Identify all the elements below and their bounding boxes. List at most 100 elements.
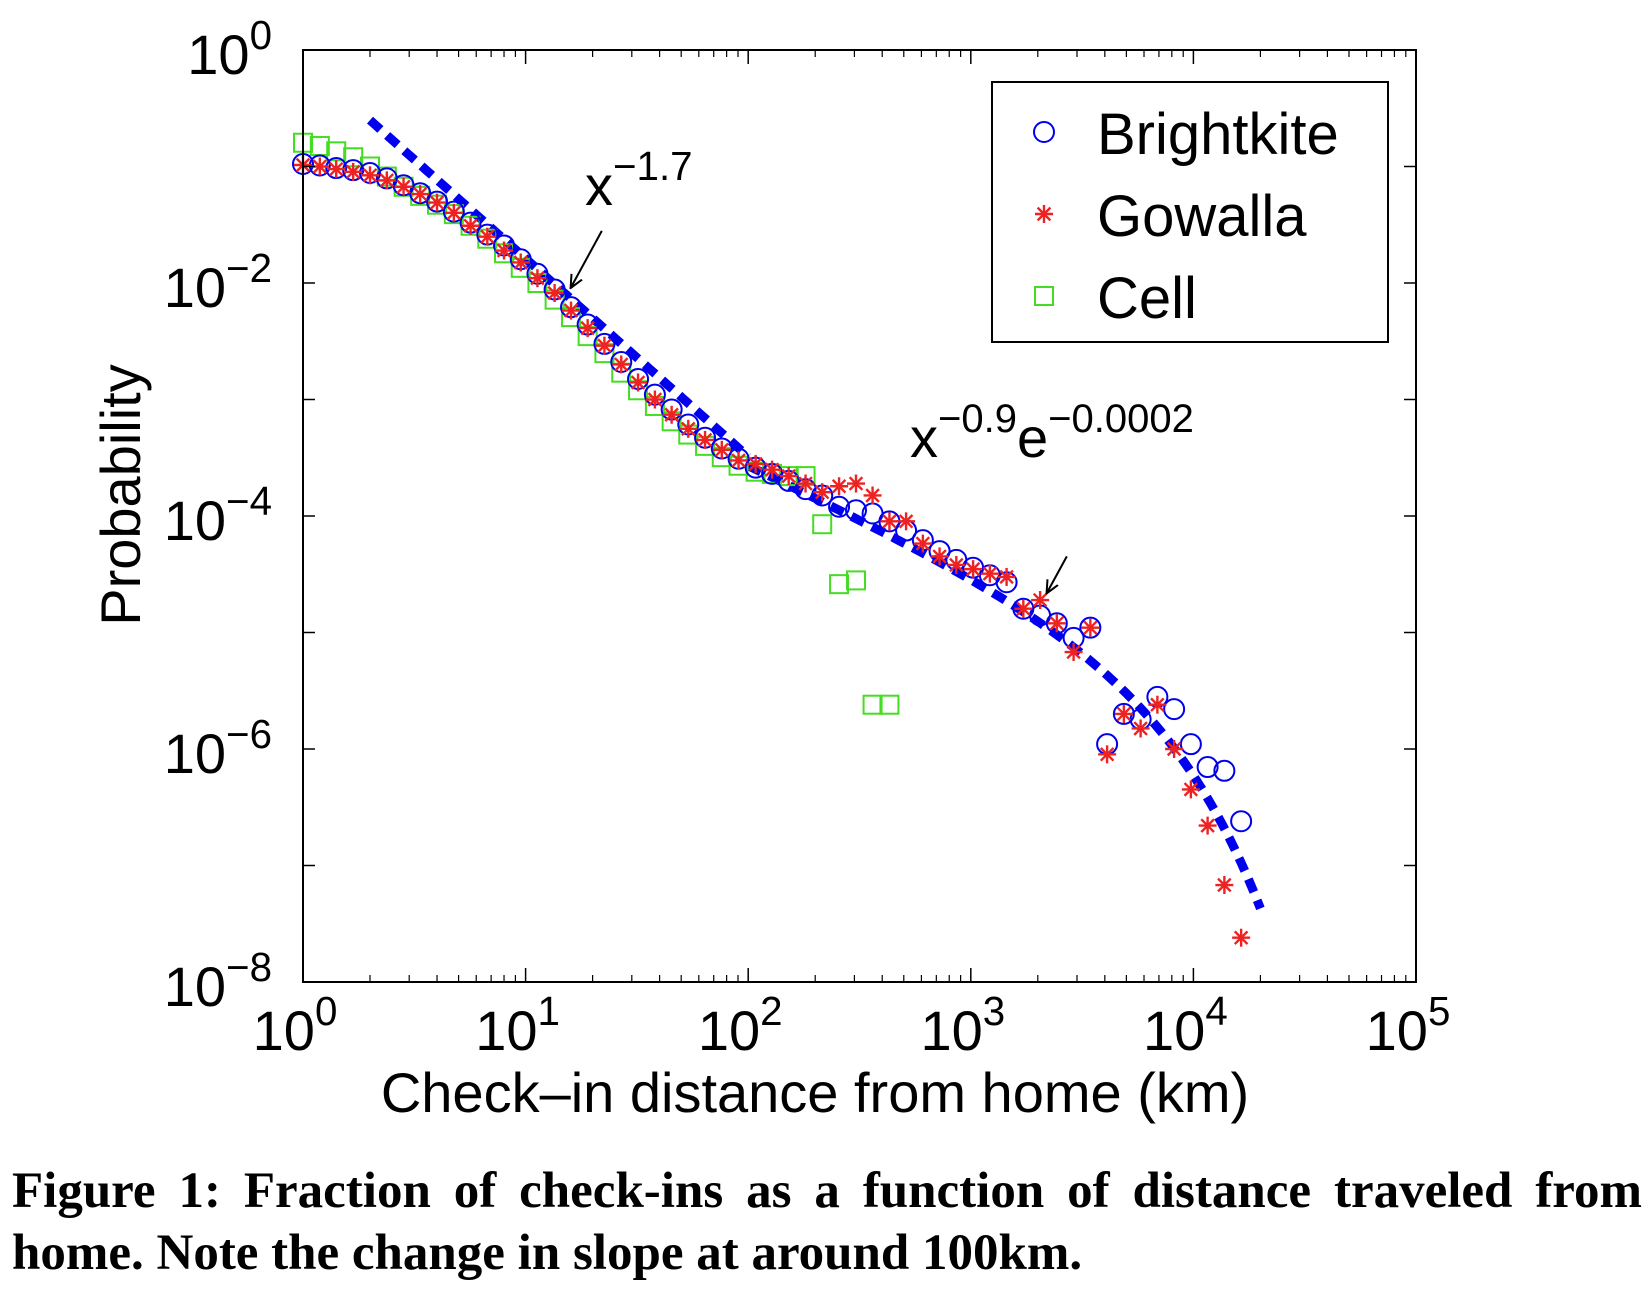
gowalla-point	[595, 336, 614, 355]
x-tick-label: 103	[920, 988, 1005, 1062]
legend-marker-gowalla	[1035, 205, 1053, 223]
legend-label-gowalla: Gowalla	[1097, 184, 1307, 249]
gowalla-point	[545, 284, 564, 303]
gowalla-point	[1064, 643, 1083, 662]
series-gowalla	[294, 156, 1251, 947]
gowalla-point	[763, 460, 782, 479]
brightkite-point	[1230, 810, 1253, 833]
x-axis-label: Check–in distance from home (km)	[381, 1061, 1249, 1124]
fit-annotations: x−1.7 x−0.9e−0.0002	[571, 143, 1194, 593]
brightkite-point	[1112, 702, 1135, 725]
legend-label-cell: Cell	[1097, 266, 1197, 331]
gowalla-point	[930, 547, 949, 566]
brightkite-point	[1213, 759, 1236, 782]
y-tick-label: 10−4	[164, 478, 272, 552]
legend-marker-cell	[1034, 286, 1054, 306]
gowalla-point	[528, 269, 547, 288]
y-tick-label: 10−8	[164, 944, 272, 1018]
gowalla-point	[1047, 614, 1066, 633]
x-tick-label: 102	[698, 988, 783, 1062]
gowalla-point	[645, 390, 664, 409]
fit-label-1: x−1.7	[585, 143, 693, 217]
cell-point	[812, 514, 833, 535]
gowalla-point	[729, 451, 748, 470]
gowalla-point	[1114, 704, 1133, 723]
gowalla-point	[1098, 745, 1117, 764]
gowalla-point	[947, 555, 966, 574]
gowalla-point	[880, 512, 899, 531]
figure-caption: Figure 1: Fraction of check-ins as a fun…	[12, 1163, 1642, 1281]
gowalla-point	[813, 483, 832, 502]
x-tick-label: 104	[1143, 988, 1228, 1062]
gowalla-point	[562, 301, 581, 320]
gowalla-point	[411, 185, 430, 204]
brightkite-point	[1079, 616, 1102, 639]
gowalla-point	[1232, 928, 1251, 947]
y-tick-label: 10−6	[164, 711, 272, 785]
brightkite-point	[845, 499, 868, 522]
cell-point	[862, 694, 883, 715]
gowalla-point	[327, 160, 346, 179]
annotation-arrow	[571, 230, 603, 287]
gowalla-point	[344, 162, 363, 181]
gowalla-point	[1014, 599, 1033, 618]
gowalla-point	[428, 193, 447, 212]
x-tick-label: 105	[1366, 988, 1451, 1062]
gowalla-point	[461, 216, 480, 235]
fit-label-2: x−0.9e−0.0002	[910, 397, 1194, 469]
gowalla-point	[1198, 816, 1217, 835]
gowalla-point	[377, 171, 396, 190]
y-tick-label: 100	[187, 12, 272, 86]
gowalla-point	[1081, 618, 1100, 637]
gowalla-point	[712, 440, 731, 459]
gowalla-point	[361, 166, 380, 185]
gowalla-point	[863, 486, 882, 505]
cell-point	[309, 135, 330, 156]
fit-line-2	[746, 461, 1265, 911]
tick-labels: 100 101 102 103 104 105 100 10−2 10−4 10−6 10−8	[164, 12, 1451, 1062]
brightkite-point	[828, 495, 851, 518]
gowalla-point	[796, 474, 815, 493]
y-tick-label: 10−2	[164, 245, 272, 319]
gowalla-point	[897, 512, 916, 531]
gowalla-point	[1181, 780, 1200, 799]
gowalla-point	[612, 355, 631, 374]
gowalla-point	[511, 253, 530, 272]
gowalla-point	[913, 534, 932, 553]
gowalla-point	[1131, 719, 1150, 738]
gowalla-point	[578, 319, 597, 338]
gowalla-point	[696, 430, 715, 449]
gowalla-point	[629, 373, 648, 392]
gowalla-point	[964, 560, 983, 579]
brightkite-point	[1163, 698, 1186, 721]
gowalla-point	[1148, 695, 1167, 714]
gowalla-point	[779, 467, 798, 486]
brightkite-point	[1196, 756, 1219, 779]
x-tick-label: 101	[475, 988, 560, 1062]
gowalla-point	[444, 203, 463, 222]
legend-label-brightkite: Brightkite	[1097, 102, 1339, 167]
x-tick-label: 100	[253, 988, 338, 1062]
gowalla-point	[1165, 740, 1184, 758]
brightkite-point	[1045, 612, 1068, 635]
data-points	[292, 132, 1253, 947]
gowalla-point	[847, 474, 866, 493]
annotation-arrow	[1047, 555, 1068, 592]
gowalla-point	[746, 454, 765, 473]
gowalla-point	[1031, 591, 1050, 610]
y-axis-label: Probability	[89, 364, 152, 625]
gowalla-point	[478, 227, 497, 246]
legend-marker-brightkite	[1033, 121, 1055, 143]
gowalla-point	[662, 405, 681, 424]
gowalla-point	[980, 564, 999, 583]
series-cell	[293, 132, 900, 715]
cell-point	[846, 570, 867, 591]
gowalla-point	[394, 177, 413, 196]
gowalla-point	[495, 241, 514, 260]
gowalla-point	[679, 419, 698, 438]
cell-point	[879, 694, 900, 715]
legend: Brightkite Gowalla Cell	[991, 81, 1389, 343]
brightkite-point	[1179, 733, 1202, 756]
gowalla-point	[997, 567, 1016, 586]
